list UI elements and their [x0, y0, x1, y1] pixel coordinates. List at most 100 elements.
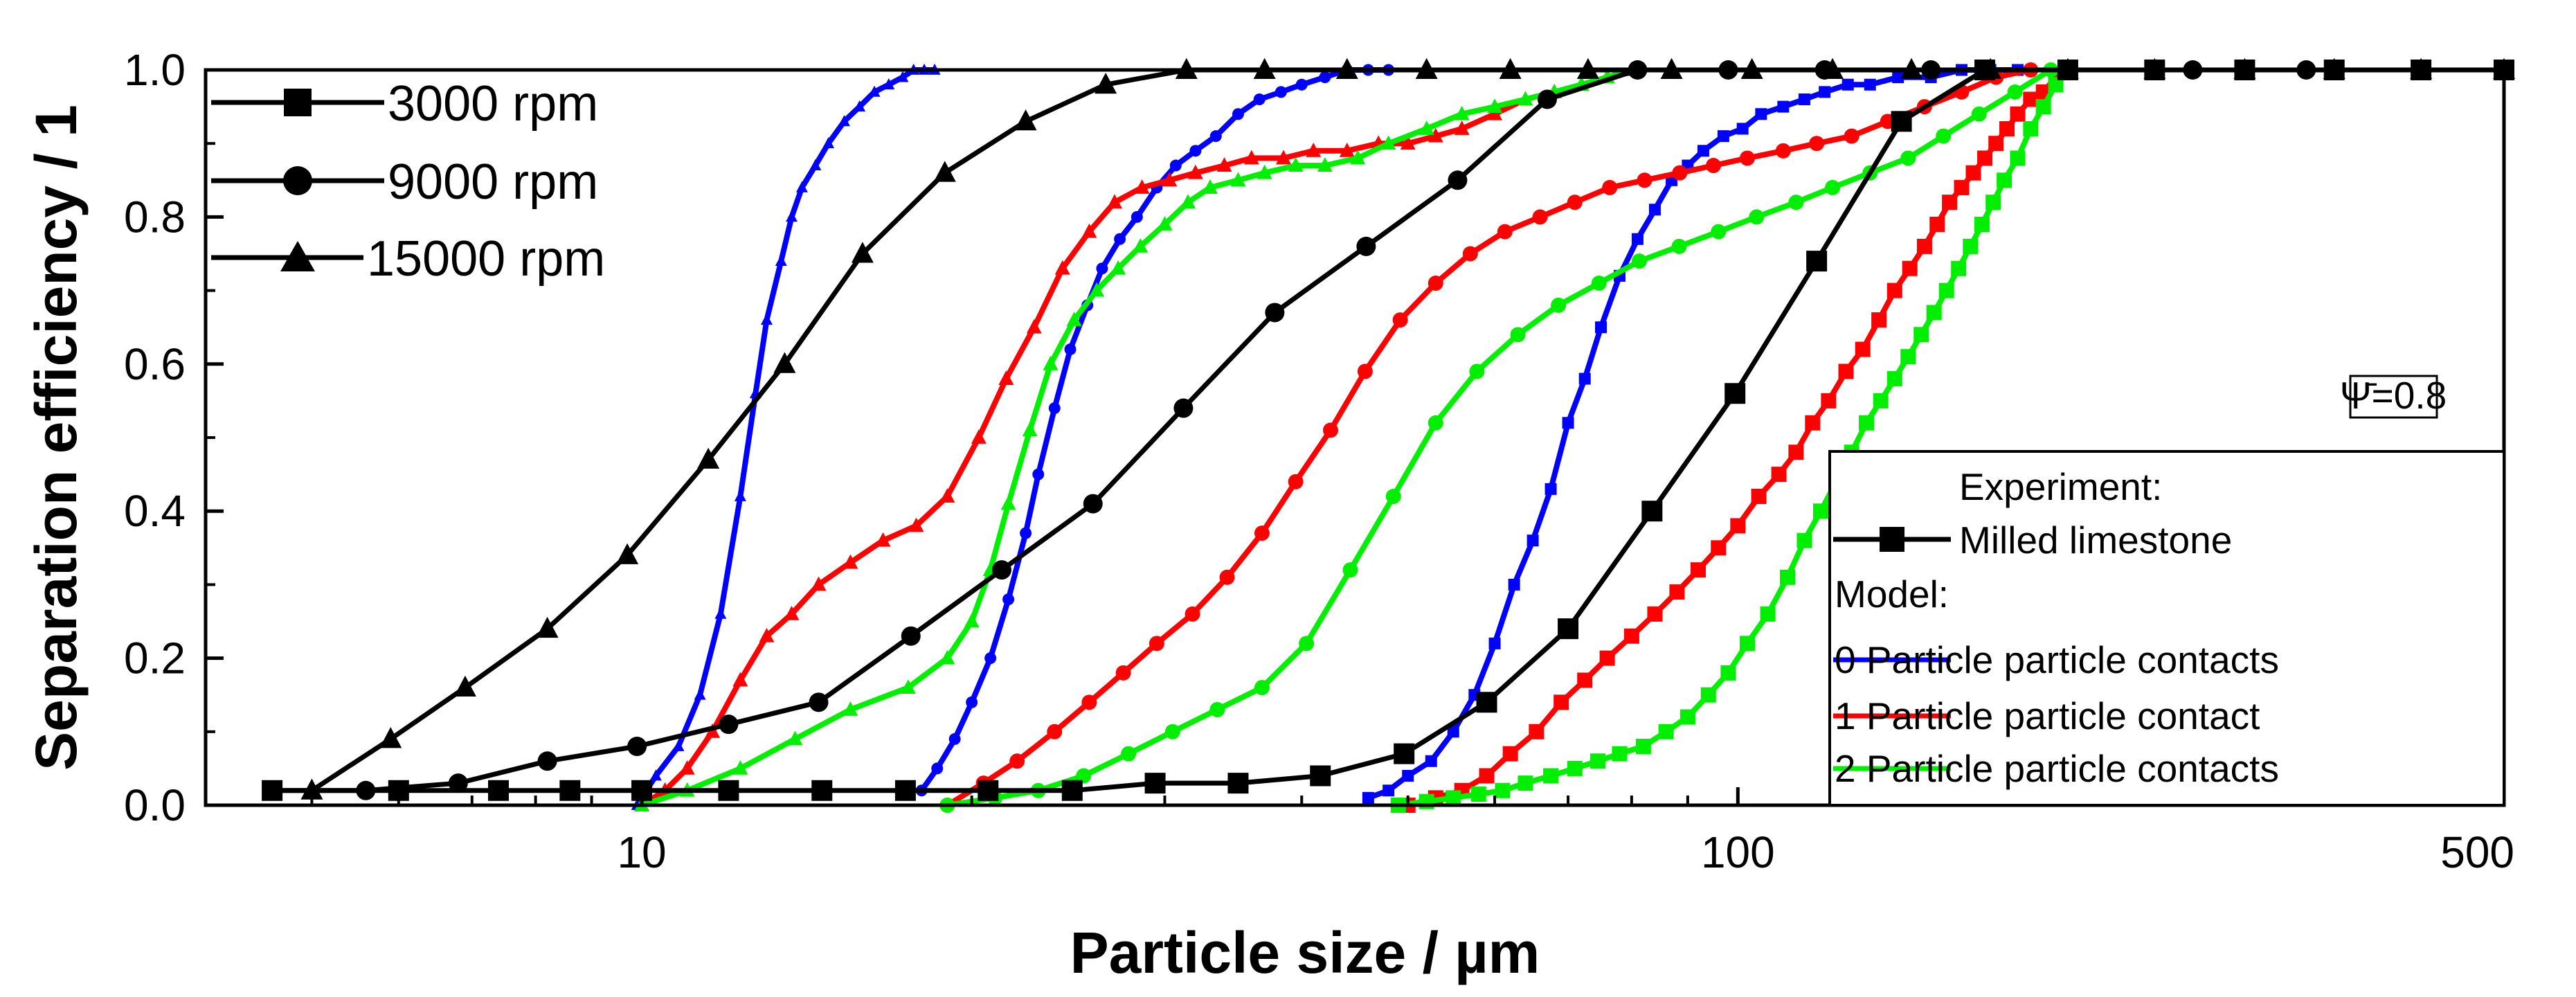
data-point-square — [1796, 532, 1812, 548]
data-point-circle — [1009, 753, 1025, 769]
data-point-circle — [1711, 224, 1727, 240]
data-point-triangle — [868, 85, 881, 97]
data-point-circle — [1319, 71, 1331, 84]
data-point-triangle — [732, 760, 748, 775]
data-point-circle — [1096, 262, 1108, 275]
data-point-triangle — [1110, 260, 1126, 275]
data-point-square — [1838, 363, 1854, 379]
data-point-triangle — [1339, 142, 1355, 157]
data-point-circle — [1809, 136, 1825, 152]
data-point-square — [1736, 123, 1749, 135]
data-point-square — [1599, 650, 1615, 666]
data-point-square — [1502, 746, 1518, 762]
data-point-circle — [1115, 665, 1131, 681]
data-point-square — [2010, 106, 2026, 122]
data-point-triangle — [838, 115, 850, 127]
data-point-square — [1886, 282, 1902, 298]
data-point-circle — [1047, 724, 1063, 739]
data-point-triangle — [1066, 312, 1082, 326]
data-point-triangle — [1180, 194, 1196, 209]
data-point-circle — [627, 737, 647, 757]
data-point-circle — [931, 762, 944, 775]
data-point-triangle — [1133, 238, 1149, 253]
data-point-square — [1886, 371, 1902, 387]
data-point-triangle — [760, 313, 773, 325]
data-point-square — [1310, 765, 1331, 787]
psi-annotation: Ψ̄=0.8 — [2340, 374, 2447, 419]
data-point-circle — [809, 692, 829, 712]
data-point-square — [1954, 179, 1970, 195]
data-point-square — [1553, 694, 1569, 710]
series-model-0-contacts-9000-rpm — [915, 64, 1395, 797]
data-point-triangle — [1162, 172, 1178, 187]
data-point-square — [1589, 753, 1605, 769]
data-point-circle — [1169, 159, 1182, 172]
data-point-circle — [1209, 130, 1222, 143]
data-point-square — [1061, 780, 1083, 801]
data-point-triangle — [1081, 223, 1097, 238]
data-point-triangle — [1454, 105, 1470, 120]
data-point-square — [1805, 415, 1821, 431]
data-point-circle — [1173, 398, 1194, 418]
data-point-triangle — [679, 760, 695, 775]
data-point-triangle — [732, 672, 748, 687]
data-point-circle — [1083, 494, 1103, 514]
data-point-square — [1447, 726, 1459, 738]
data-point-circle — [1775, 143, 1791, 159]
data-point-square — [1812, 503, 1828, 519]
data-point-square — [1623, 628, 1639, 644]
y-axis-title: Separation efficiency / 1 — [24, 105, 89, 771]
series-line — [946, 67, 2053, 808]
data-point-square — [1730, 518, 1746, 534]
data-point-circle — [1971, 106, 1987, 122]
data-point-square — [1648, 204, 1661, 216]
data-point-circle — [1295, 78, 1308, 91]
data-point-square — [1595, 321, 1607, 334]
data-point-circle — [1064, 343, 1077, 356]
data-point-circle — [1185, 606, 1200, 622]
data-point-square — [1544, 483, 1557, 495]
data-point-triangle — [1257, 164, 1272, 179]
data-point-square — [1476, 692, 1497, 713]
data-point-square — [1526, 535, 1539, 547]
data-point-square — [2035, 99, 2051, 115]
data-point-square — [1517, 775, 1533, 791]
x-tick-label: 10 — [617, 827, 666, 877]
x-tick-label: 100 — [1701, 827, 1775, 877]
data-point-circle — [1469, 363, 1485, 379]
data-point-triangle — [734, 489, 746, 501]
data-point-circle — [1164, 724, 1180, 739]
data-point-triangle — [787, 730, 803, 746]
data-point-square — [1394, 743, 1415, 764]
data-point-triangle — [1022, 422, 1038, 437]
x-tick-label: 500 — [2440, 827, 2514, 877]
data-point-square — [1529, 724, 1544, 739]
data-point-square — [1965, 165, 1981, 181]
data-point-square — [1717, 130, 1729, 143]
data-point-triangle — [672, 739, 685, 751]
data-point-circle — [1510, 327, 1526, 343]
data-point-triangle — [897, 71, 909, 82]
data-point-square — [978, 780, 999, 801]
series-model-0-contacts-15000-rpm — [631, 63, 941, 810]
data-point-triangle — [697, 447, 720, 469]
data-point-square — [1891, 111, 1912, 132]
data-point-square — [1690, 562, 1706, 578]
data-point-triangle — [1089, 282, 1105, 297]
data-point-triangle — [1306, 142, 1322, 157]
y-tick-label: 1.0 — [124, 45, 186, 95]
data-point-square — [1938, 282, 1954, 298]
data-point-triangle — [379, 727, 402, 748]
data-point-circle — [1936, 128, 1952, 144]
data-point-square — [1871, 312, 1887, 328]
data-point-square — [1859, 415, 1875, 431]
data-point-circle — [1427, 275, 1443, 291]
type-legend: Experiment: Milled limestone Model: 0 Pa… — [1828, 450, 2505, 807]
data-point-triangle — [1187, 164, 1203, 179]
data-point-circle — [1825, 179, 1841, 195]
data-point-circle — [1254, 526, 1270, 541]
y-tick-label: 0.2 — [124, 634, 186, 683]
legend-marker-experiment — [1880, 527, 1904, 552]
data-point-triangle — [939, 649, 955, 665]
data-point-circle — [1232, 108, 1244, 120]
